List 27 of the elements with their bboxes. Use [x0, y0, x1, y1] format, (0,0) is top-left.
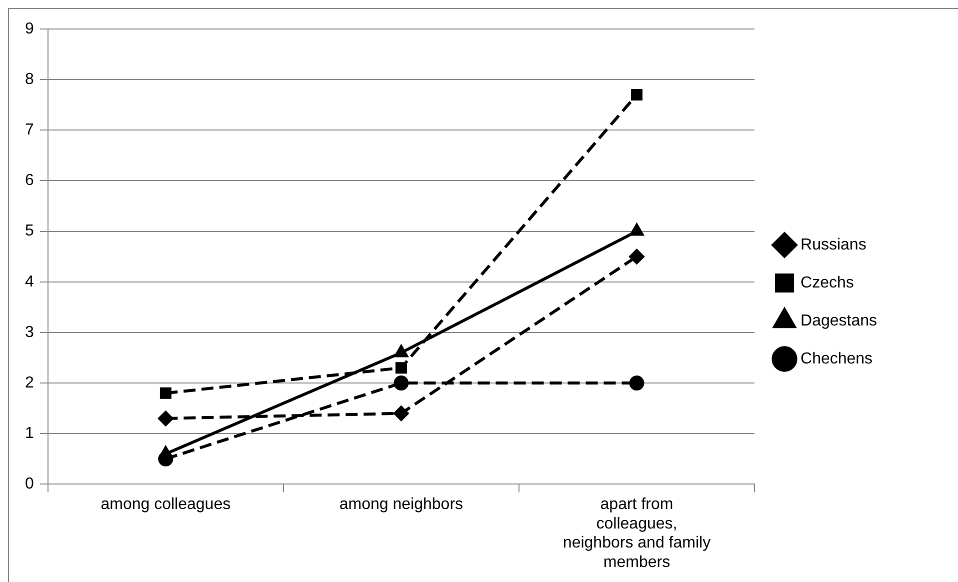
y-tick-label: 6 [24, 172, 34, 190]
y-tick-label: 2 [24, 374, 34, 392]
point [158, 446, 172, 458]
legend-label: Dagestans [800, 312, 878, 330]
x-tick-label: among colleagues [100, 496, 231, 514]
point [394, 345, 408, 358]
y-tick-label: 8 [24, 70, 34, 88]
y-tick-label: 3 [24, 324, 34, 341]
legend-label: Russians [800, 236, 866, 254]
legend-label: Czechs [800, 274, 854, 292]
point [394, 406, 409, 421]
point [158, 410, 174, 426]
y-tick-label: 1 [24, 425, 34, 442]
point [629, 376, 644, 391]
point [394, 376, 409, 391]
point [160, 387, 172, 399]
y-tick-label: 0 [24, 476, 34, 493]
point [630, 89, 642, 100]
y-tick-label: 7 [24, 122, 34, 139]
y-tick-label: 9 [24, 20, 34, 38]
point [629, 249, 644, 264]
x-tick-label: apart from colleagues, neighbors and family members [562, 496, 711, 571]
legend-label: Chechens [800, 350, 873, 368]
y-tick-label: 5 [24, 222, 34, 240]
x-tick-label: among neighbors [339, 496, 464, 514]
point [395, 362, 407, 374]
y-tick-label: 4 [24, 273, 34, 290]
